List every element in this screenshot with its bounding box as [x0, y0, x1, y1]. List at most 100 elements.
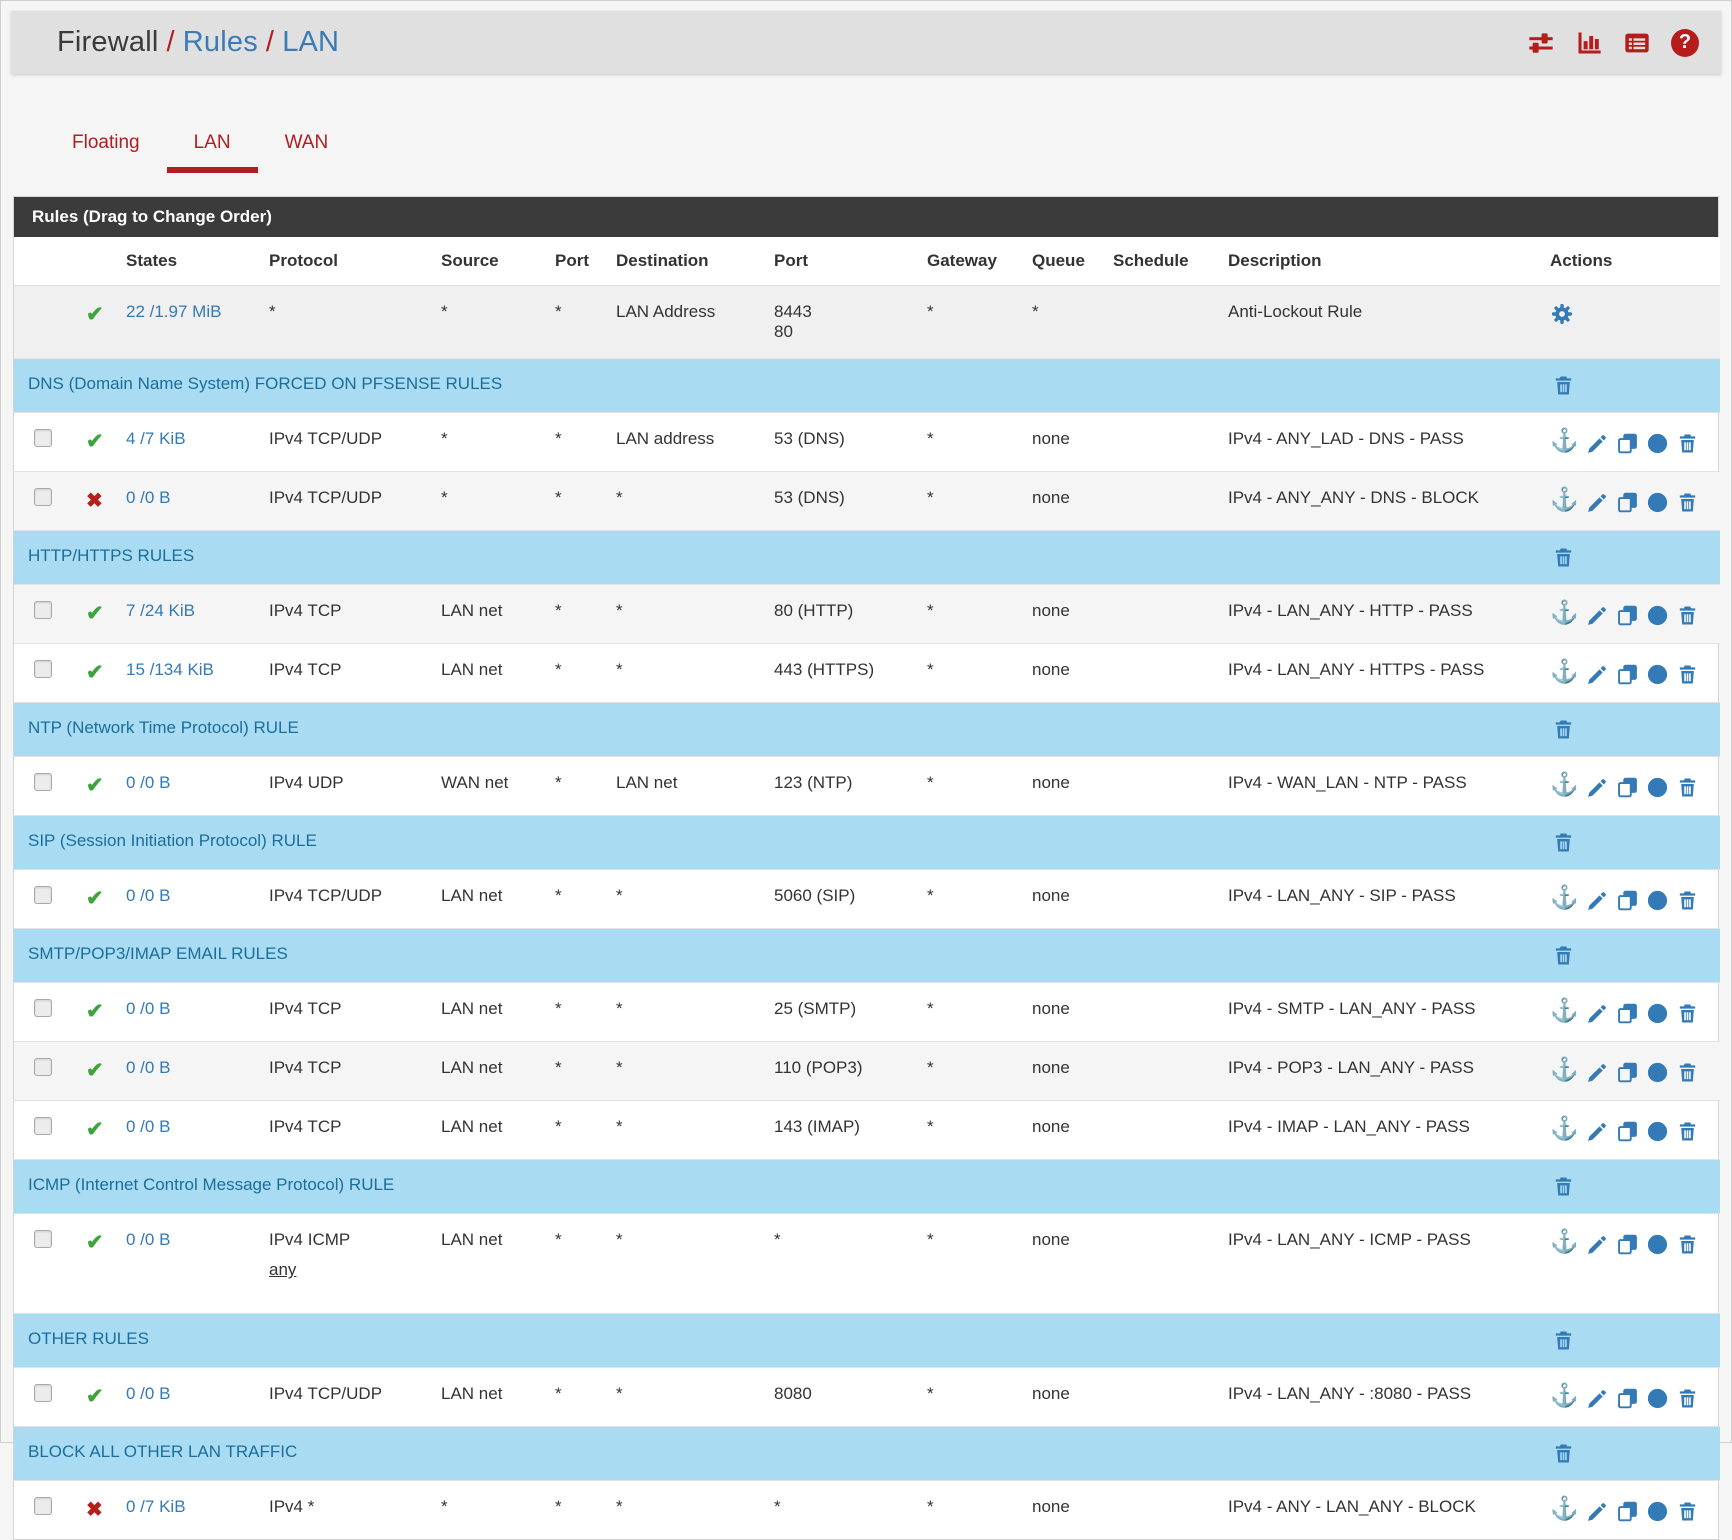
tab-floating[interactable]: Floating	[45, 118, 167, 173]
rule-select-checkbox[interactable]	[34, 1497, 52, 1515]
disable-ban-icon[interactable]	[1646, 1120, 1669, 1143]
rule-select-checkbox[interactable]	[34, 773, 52, 791]
delete-separator-trash-icon[interactable]	[1552, 944, 1575, 967]
rule-select-checkbox[interactable]	[34, 1384, 52, 1402]
states-link[interactable]: 0 /0 B	[126, 999, 170, 1018]
copy-icon[interactable]	[1616, 1233, 1639, 1256]
move-anchor-icon[interactable]: ⚓	[1550, 997, 1579, 1023]
copy-icon[interactable]	[1616, 1120, 1639, 1143]
delete-trash-icon[interactable]	[1676, 1120, 1699, 1143]
delete-trash-icon[interactable]	[1676, 1002, 1699, 1025]
tab-lan[interactable]: LAN	[167, 118, 258, 173]
tab-wan[interactable]: WAN	[258, 118, 356, 173]
rule-select-checkbox[interactable]	[34, 999, 52, 1017]
copy-icon[interactable]	[1616, 889, 1639, 912]
rule-row[interactable]: ✔0 /0 BIPv4 ICMPanyLAN net****noneIPv4 -…	[14, 1214, 1720, 1314]
copy-icon[interactable]	[1616, 491, 1639, 514]
rule-row[interactable]: ✔0 /0 BIPv4 TCP/UDPLAN net**8080*noneIPv…	[14, 1368, 1720, 1427]
move-anchor-icon[interactable]: ⚓	[1550, 771, 1579, 797]
status-block-icon[interactable]: ✖	[86, 1499, 103, 1521]
status-pass-icon[interactable]: ✔	[86, 1385, 104, 1408]
states-link[interactable]: 0 /0 B	[126, 773, 170, 792]
states-link[interactable]: 15 /134 KiB	[126, 660, 214, 679]
delete-trash-icon[interactable]	[1676, 776, 1699, 799]
delete-separator-trash-icon[interactable]	[1552, 546, 1575, 569]
rule-select-checkbox[interactable]	[34, 488, 52, 506]
move-anchor-icon[interactable]: ⚓	[1550, 884, 1579, 910]
rule-row[interactable]: ✔0 /0 BIPv4 TCP/UDPLAN net**5060 (SIP)*n…	[14, 870, 1720, 929]
states-link[interactable]: 0 /0 B	[126, 488, 170, 507]
disable-ban-icon[interactable]	[1646, 491, 1669, 514]
rule-row[interactable]: ✔4 /7 KiBIPv4 TCP/UDP**LAN address53 (DN…	[14, 413, 1720, 472]
copy-icon[interactable]	[1616, 1387, 1639, 1410]
delete-trash-icon[interactable]	[1676, 663, 1699, 686]
states-link[interactable]: 0 /0 B	[126, 1230, 170, 1249]
rule-select-checkbox[interactable]	[34, 1230, 52, 1248]
states-link[interactable]: 0 /0 B	[126, 1058, 170, 1077]
move-anchor-icon[interactable]: ⚓	[1550, 1056, 1579, 1082]
help-icon[interactable]: ?	[1671, 29, 1699, 57]
disable-ban-icon[interactable]	[1646, 1500, 1669, 1523]
copy-icon[interactable]	[1616, 604, 1639, 627]
disable-ban-icon[interactable]	[1646, 663, 1669, 686]
delete-separator-trash-icon[interactable]	[1552, 1442, 1575, 1465]
rule-row[interactable]: ✔22 /1.97 MiB***LAN Address844380**Anti-…	[14, 286, 1720, 359]
edit-pencil-icon[interactable]	[1586, 432, 1609, 455]
rule-select-checkbox[interactable]	[34, 886, 52, 904]
status-pass-icon[interactable]: ✔	[86, 661, 104, 684]
move-anchor-icon[interactable]: ⚓	[1550, 1228, 1579, 1254]
edit-pencil-icon[interactable]	[1586, 491, 1609, 514]
status-pass-icon[interactable]: ✔	[86, 602, 104, 625]
rule-row[interactable]: ✔15 /134 KiBIPv4 TCPLAN net**443 (HTTPS)…	[14, 644, 1720, 703]
move-anchor-icon[interactable]: ⚓	[1550, 599, 1579, 625]
status-pass-icon[interactable]: ✔	[86, 430, 104, 453]
disable-ban-icon[interactable]	[1646, 889, 1669, 912]
disable-ban-icon[interactable]	[1646, 432, 1669, 455]
copy-icon[interactable]	[1616, 432, 1639, 455]
delete-trash-icon[interactable]	[1676, 432, 1699, 455]
edit-pencil-icon[interactable]	[1586, 776, 1609, 799]
status-pass-icon[interactable]: ✔	[86, 1118, 104, 1141]
delete-separator-trash-icon[interactable]	[1552, 1175, 1575, 1198]
rule-row[interactable]: ✔0 /0 BIPv4 TCPLAN net**143 (IMAP)*noneI…	[14, 1101, 1720, 1160]
status-pass-icon[interactable]: ✔	[86, 303, 104, 326]
status-pass-icon[interactable]: ✔	[86, 1059, 104, 1082]
status-pass-icon[interactable]: ✔	[86, 1000, 104, 1023]
delete-separator-trash-icon[interactable]	[1552, 374, 1575, 397]
move-anchor-icon[interactable]: ⚓	[1550, 1382, 1579, 1408]
status-block-icon[interactable]: ✖	[86, 490, 103, 512]
breadcrumb-lan-link[interactable]: LAN	[282, 26, 339, 58]
rule-row[interactable]: ✔0 /0 BIPv4 TCPLAN net**25 (SMTP)*noneIP…	[14, 983, 1720, 1042]
delete-trash-icon[interactable]	[1676, 1387, 1699, 1410]
copy-icon[interactable]	[1616, 1002, 1639, 1025]
rule-select-checkbox[interactable]	[34, 601, 52, 619]
move-anchor-icon[interactable]: ⚓	[1550, 1115, 1579, 1141]
view-states-icon[interactable]	[1575, 29, 1603, 57]
states-link[interactable]: 4 /7 KiB	[126, 429, 186, 448]
delete-trash-icon[interactable]	[1676, 1500, 1699, 1523]
edit-pencil-icon[interactable]	[1586, 663, 1609, 686]
status-pass-icon[interactable]: ✔	[86, 887, 104, 910]
states-link[interactable]: 22 /1.97 MiB	[126, 302, 221, 321]
status-pass-icon[interactable]: ✔	[86, 774, 104, 797]
states-link[interactable]: 0 /7 KiB	[126, 1497, 186, 1516]
gear-icon[interactable]	[1550, 302, 1574, 326]
edit-pencil-icon[interactable]	[1586, 1120, 1609, 1143]
move-anchor-icon[interactable]: ⚓	[1550, 427, 1579, 453]
rule-row[interactable]: ✔0 /0 BIPv4 UDPWAN net*LAN net123 (NTP)*…	[14, 757, 1720, 816]
copy-icon[interactable]	[1616, 1061, 1639, 1084]
copy-icon[interactable]	[1616, 776, 1639, 799]
rule-row[interactable]: ✖0 /7 KiBIPv4 ******noneIPv4 - ANY - LAN…	[14, 1481, 1720, 1540]
move-anchor-icon[interactable]: ⚓	[1550, 658, 1579, 684]
rule-select-checkbox[interactable]	[34, 1058, 52, 1076]
delete-trash-icon[interactable]	[1676, 491, 1699, 514]
edit-pencil-icon[interactable]	[1586, 889, 1609, 912]
rule-select-checkbox[interactable]	[34, 429, 52, 447]
disable-ban-icon[interactable]	[1646, 1233, 1669, 1256]
states-link[interactable]: 0 /0 B	[126, 1117, 170, 1136]
states-link[interactable]: 0 /0 B	[126, 886, 170, 905]
edit-pencil-icon[interactable]	[1586, 1002, 1609, 1025]
move-anchor-icon[interactable]: ⚓	[1550, 1495, 1579, 1521]
copy-icon[interactable]	[1616, 1500, 1639, 1523]
view-log-icon[interactable]	[1623, 29, 1651, 57]
